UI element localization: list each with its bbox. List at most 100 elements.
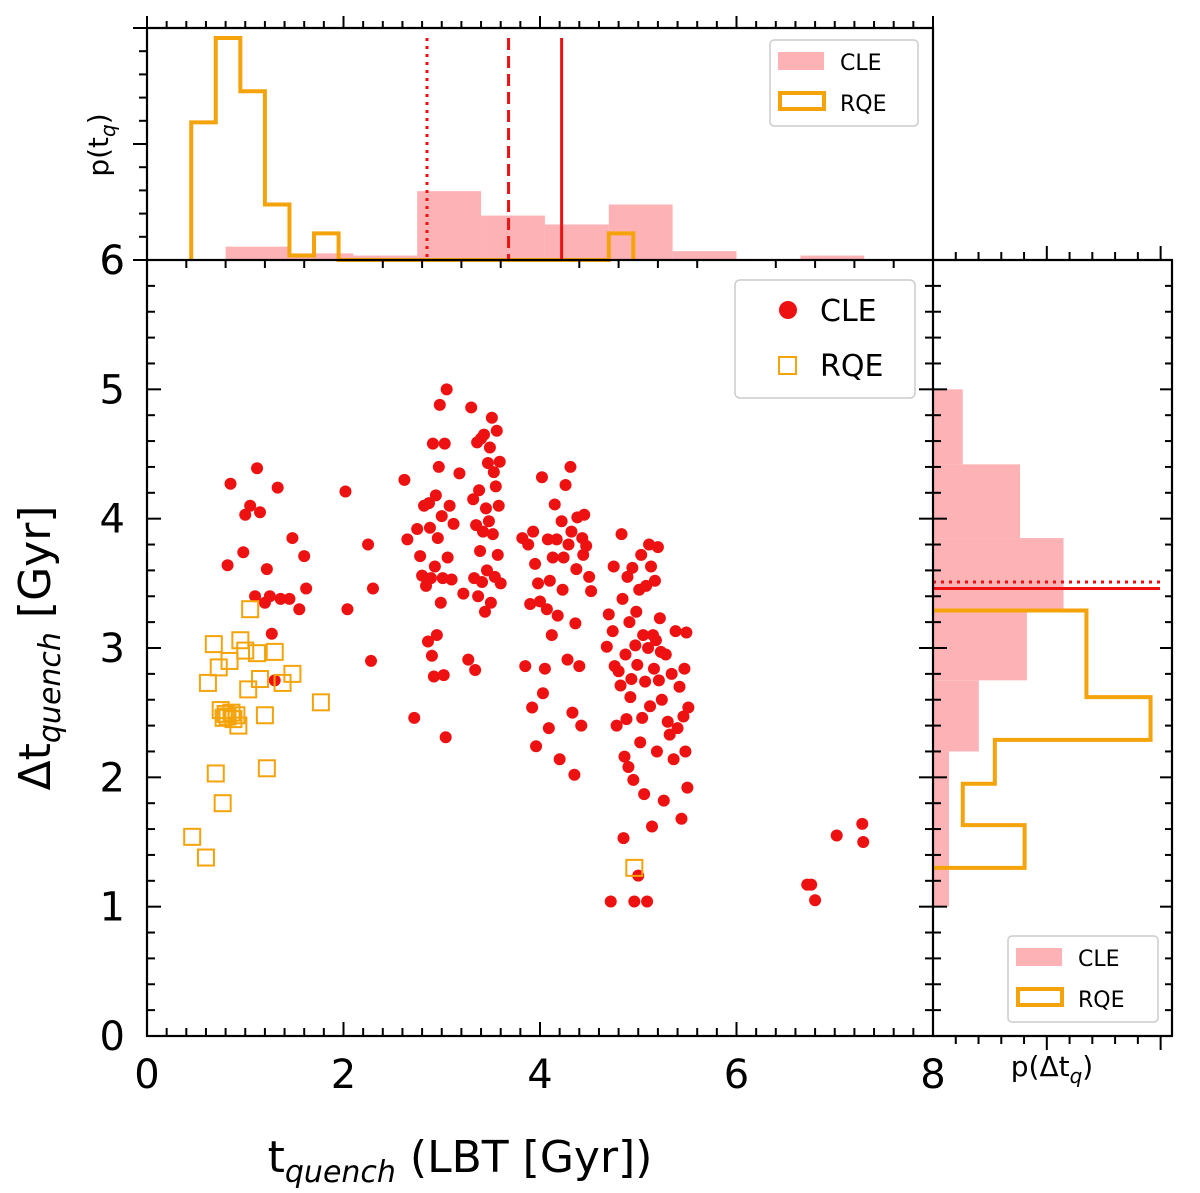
- scatter-point-rqe: [209, 658, 228, 677]
- scatter-point-cle: [542, 722, 555, 735]
- scatter-point-cle: [600, 640, 613, 653]
- scatter-point-cle: [491, 548, 504, 561]
- top-legend-cle-label: CLE: [840, 51, 882, 76]
- scatter-point-cle: [527, 525, 540, 538]
- scatter-point-rqe: [273, 673, 292, 692]
- x-axis-title: tquench (LBT [Gyr]): [268, 1132, 653, 1190]
- scatter-point-cle: [561, 653, 574, 666]
- scatter-point-cle: [577, 548, 590, 561]
- scatter-point-cle: [681, 781, 694, 794]
- scatter-point-cle: [432, 460, 445, 473]
- scatter-point-cle: [620, 713, 633, 726]
- histogram-steps: [189, 36, 1153, 870]
- scatter-point-cle: [253, 506, 266, 519]
- scatter-point-cle: [239, 508, 252, 521]
- scatter-point-cle: [429, 489, 442, 502]
- scatter-point-cle: [667, 753, 680, 766]
- scatter-point-cle: [411, 523, 424, 536]
- right-hist-bar-cle: [933, 751, 950, 830]
- scatter-point-cle: [680, 626, 693, 639]
- scatter-point-cle: [534, 595, 546, 608]
- top-hist-bar-cle: [544, 224, 609, 260]
- x-title-rest: (LBT [Gyr]): [396, 1132, 652, 1183]
- scatter-point-cle: [623, 616, 636, 629]
- scatter-point-cle: [551, 609, 564, 622]
- scatter-point-cle: [570, 563, 583, 576]
- x-title-main: t: [268, 1132, 285, 1183]
- scatter-point-rqe: [625, 858, 644, 877]
- x-tick-label: 8: [920, 1052, 945, 1098]
- scatter-point-rqe: [257, 759, 276, 778]
- scatter-point-cle: [618, 750, 631, 763]
- scatter-point-cle: [830, 829, 843, 842]
- scatter-point-cle: [652, 674, 665, 687]
- right-hist-xlabel: p(Δtq): [1011, 1050, 1093, 1088]
- legend-rqe-marker: [778, 356, 797, 375]
- scatter-point-cle: [526, 701, 539, 714]
- scatter-point-cle: [465, 401, 478, 414]
- right-xlabel-main: p(Δt: [1011, 1050, 1070, 1083]
- scatter-point-cle: [341, 603, 354, 616]
- scatter-point-rqe: [204, 635, 223, 654]
- legend-rqe-label: RQE: [820, 349, 883, 384]
- scatter-point-cle: [422, 497, 435, 510]
- scatter-point-cle: [366, 582, 379, 595]
- scatter-point-rqe: [213, 794, 232, 813]
- y-tick-label: 5: [100, 367, 125, 413]
- legend-cle-label: CLE: [820, 294, 877, 329]
- top-hist-y-tick-label: 6: [100, 238, 125, 284]
- scatter-point-cle: [659, 648, 672, 661]
- scatter-point-cle: [669, 625, 682, 638]
- scatter-point-cle: [524, 598, 537, 611]
- scatter-point-cle: [421, 635, 434, 648]
- scatter-point-cle: [401, 533, 414, 546]
- top-legend-rqe-swatch: [778, 91, 826, 111]
- scatter-point-cle: [467, 493, 480, 506]
- right-hist-bar-cle: [933, 389, 963, 465]
- top-ylabel-main: p(t: [82, 137, 115, 177]
- right-hist-bar-cle: [933, 464, 1021, 539]
- scatter-point-cle: [612, 665, 625, 678]
- y-title-sub: quench: [33, 632, 68, 743]
- scatter-point-cle: [606, 625, 619, 638]
- y-tick-label: 3: [100, 626, 125, 672]
- scatter-point-cle: [530, 740, 543, 753]
- scatter-point-cle: [529, 557, 542, 570]
- top-ylabel-end: ): [82, 113, 115, 124]
- histogram-fills: [225, 191, 1064, 907]
- scatter-point-cle: [428, 560, 441, 573]
- top-hist-legend: CLE RQE: [769, 39, 919, 127]
- scatter-point-cle: [540, 603, 553, 616]
- scatter-point-cle: [627, 773, 640, 786]
- scatter-point-cle: [671, 722, 684, 735]
- scatter-point-rqe: [198, 673, 217, 692]
- scatter-point-cle: [430, 629, 443, 642]
- scatter-point-rqe: [224, 710, 243, 729]
- scatter-point-cle: [677, 710, 690, 723]
- scatter-point-cle: [438, 437, 451, 450]
- scatter-point-cle: [629, 639, 642, 652]
- scatter-point-cle: [583, 570, 596, 583]
- y-title-main: Δt: [10, 743, 61, 790]
- scatter-point-cle: [443, 499, 456, 512]
- scatter-point-cle: [286, 532, 299, 545]
- scatter-point-cle: [490, 424, 503, 437]
- scatter-point-cle: [637, 629, 650, 642]
- scatter-point-rqe: [239, 680, 258, 699]
- x-tick-label: 4: [527, 1052, 552, 1098]
- main-legend: CLE RQE: [734, 279, 916, 399]
- scatter-point-cle: [615, 528, 628, 541]
- scatter-point-rqe: [236, 641, 255, 660]
- scatter-point-rqe: [183, 827, 202, 846]
- scatter-point-cle: [646, 820, 659, 833]
- reference-lines: [425, 38, 1160, 591]
- tick-marks: [133, 16, 1172, 1050]
- scatter-point-rqe: [265, 642, 284, 661]
- legend-cle-marker: [779, 301, 797, 319]
- scatter-point-cle: [298, 550, 311, 563]
- scatter-point-cle: [647, 662, 660, 675]
- scatter-point-cle: [224, 477, 237, 490]
- top-legend-cle-swatch: [778, 52, 824, 70]
- scatter-point-rqe: [250, 670, 269, 689]
